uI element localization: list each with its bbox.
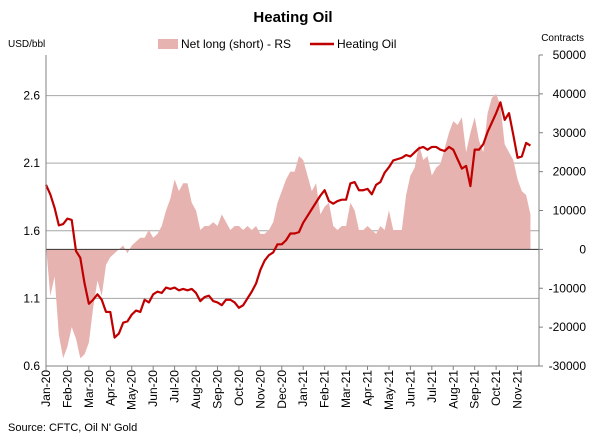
x-tick-label: Apr-21	[361, 370, 375, 406]
heating-oil-line	[44, 101, 532, 339]
x-tick-label: Dec-20	[275, 370, 289, 409]
left-tick-label: 2.1	[23, 156, 40, 170]
x-tick-label: May-20	[125, 370, 139, 410]
heating-oil-line-layer	[44, 101, 532, 339]
x-tick-label: Mar-21	[339, 370, 353, 408]
x-tick-label: Aug-20	[189, 370, 203, 409]
legend-swatch-net-long	[158, 39, 178, 49]
x-tick-label: Jan-21	[296, 370, 310, 407]
left-tick-label: 1.6	[23, 224, 40, 238]
x-tick-label: Jun-21	[403, 370, 417, 407]
right-tick-label: 10000	[553, 204, 587, 218]
left-tick-label: 0.6	[23, 359, 40, 373]
x-tick-label: Mar-20	[82, 370, 96, 408]
chart-title: Heating Oil	[253, 9, 332, 26]
right-axis-ticks: -30000 -20000 -10000 0 10000 20000 30000 40000 5…	[539, 48, 586, 373]
right-tick-label: 40000	[553, 87, 587, 101]
source-note: Source: CFTC, Oil N' Gold	[8, 422, 137, 434]
x-tick-label: Nov-20	[253, 370, 267, 409]
net-long-area	[46, 93, 531, 359]
x-tick-label: Sep-21	[468, 370, 482, 409]
net-long-area-layer	[46, 93, 531, 359]
legend-label-heating-oil: Heating Oil	[337, 37, 396, 51]
right-tick-label: 30000	[553, 126, 587, 140]
x-tick-label: Jan-20	[39, 370, 53, 407]
legend: Net long (short) - RS Heating Oil	[158, 37, 396, 51]
x-tick-label: May-21	[382, 370, 396, 410]
x-tick-label: Apr-20	[103, 370, 117, 406]
legend-label-net-long: Net long (short) - RS	[181, 37, 291, 51]
x-tick-label: Feb-20	[60, 370, 74, 408]
left-axis-unit: USD/bbl	[8, 39, 45, 50]
x-tick-label: Jul-21	[425, 370, 439, 403]
right-tick-label: -30000	[549, 359, 587, 373]
x-tick-label: Nov-21	[511, 370, 525, 409]
x-tick-label: Jul-20	[168, 370, 182, 403]
right-tick-label: 50000	[553, 48, 587, 62]
right-tick-label: 20000	[553, 165, 587, 179]
x-tick-label: Feb-21	[318, 370, 332, 408]
right-axis-unit: Contracts	[541, 33, 584, 44]
x-axis-ticks: Jan-20 Feb-20 Mar-20 Apr-20 May-20 Jun-20 Jul-…	[39, 366, 525, 410]
x-tick-label: Oct-20	[232, 370, 246, 406]
x-tick-label: Sep-20	[210, 370, 224, 409]
x-tick-label: Jun-20	[146, 370, 160, 407]
left-axis-ticks: 0.6 1.1 1.6 2.1 2.6	[23, 89, 40, 373]
right-tick-label: -10000	[549, 281, 587, 295]
right-tick-label: -20000	[549, 320, 587, 334]
x-tick-label: Oct-21	[489, 370, 503, 406]
right-tick-label: 0	[579, 242, 586, 256]
left-tick-label: 1.1	[23, 291, 40, 305]
left-tick-label: 2.6	[23, 89, 40, 103]
x-tick-label: Aug-21	[446, 370, 460, 409]
